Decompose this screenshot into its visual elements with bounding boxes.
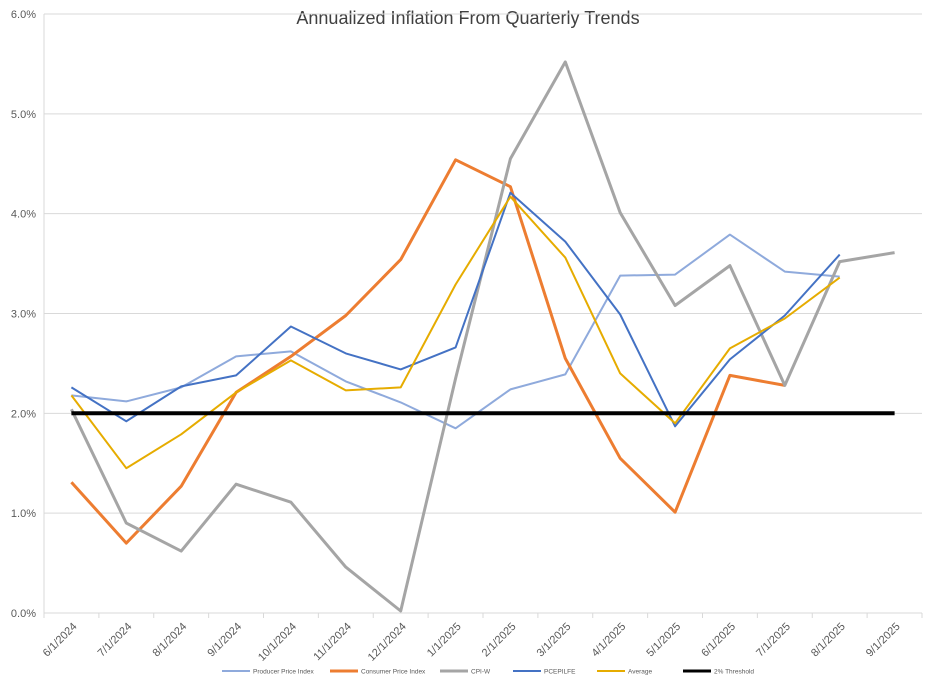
y-tick-label: 6.0%: [11, 9, 36, 21]
x-tick-label: 1/1/2025: [425, 621, 464, 660]
series-line-average: [70, 195, 841, 470]
x-tick-label: 3/1/2025: [535, 621, 574, 660]
series-line-pcepilfe: [70, 191, 841, 428]
x-tick-label: 11/1/2024: [311, 621, 354, 664]
series-line-producer-price-index: [71, 233, 840, 430]
y-tick-label: 2.0%: [11, 408, 36, 420]
x-tick-label: 2/1/2025: [480, 621, 519, 660]
x-tick-label: 6/1/2025: [699, 621, 738, 660]
x-tick-label: 12/1/2024: [366, 621, 409, 664]
y-tick-label: 1.0%: [11, 508, 36, 520]
x-tick-label: 7/1/2024: [96, 621, 135, 660]
x-tick-label: 8/1/2024: [151, 621, 190, 660]
y-tick-label: 4.0%: [11, 209, 36, 221]
legend-label: 2% Threshold: [714, 669, 754, 676]
x-tick-label: 4/1/2025: [590, 621, 629, 660]
chart-title: Annualized Inflation From Quarterly Tren…: [296, 8, 639, 28]
legend-label: Producer Price Index: [253, 669, 314, 676]
legend-label: PCEPILFE: [544, 669, 576, 676]
y-tick-label: 3.0%: [11, 309, 36, 321]
x-tick-label: 6/1/2024: [41, 621, 80, 660]
x-tick-label: 9/1/2025: [864, 621, 903, 660]
x-tick-label: 8/1/2025: [809, 621, 848, 660]
legend-label: Average: [628, 669, 652, 676]
x-tick-label: 10/1/2024: [256, 621, 299, 664]
y-tick-label: 5.0%: [11, 109, 36, 121]
x-tick-label: 5/1/2025: [644, 621, 683, 660]
legend-label: CPI-W: [471, 669, 491, 676]
x-tick-label: 9/1/2024: [205, 621, 244, 660]
series-line-consumer-price-index: [70, 158, 786, 545]
series-line-cpi-w: [70, 60, 895, 613]
y-tick-label: 0.0%: [11, 608, 36, 620]
legend-label: Consumer Price Index: [361, 669, 426, 676]
x-tick-label: 7/1/2025: [754, 621, 793, 660]
